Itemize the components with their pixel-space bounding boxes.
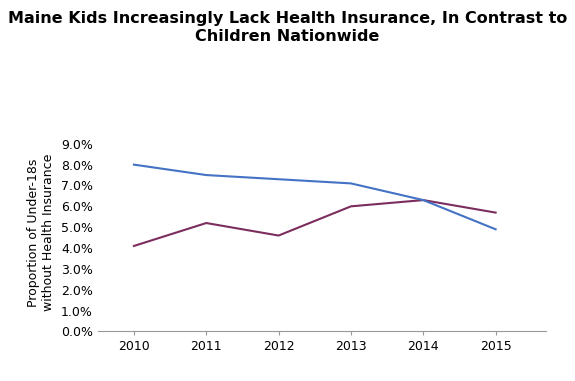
United States — [347, 181, 354, 186]
United States — [275, 177, 282, 181]
Y-axis label: Proportion of Under-18s
without Health Insurance: Proportion of Under-18s without Health I… — [28, 154, 55, 311]
Line: United States: United States — [134, 165, 496, 229]
Maine — [275, 233, 282, 238]
Maine — [420, 198, 427, 202]
Text: Maine Kids Increasingly Lack Health Insurance, In Contrast to
Children Nationwid: Maine Kids Increasingly Lack Health Insu… — [8, 11, 567, 44]
Line: Maine: Maine — [134, 200, 496, 246]
Maine — [492, 210, 499, 215]
Maine — [347, 204, 354, 209]
United States — [492, 227, 499, 232]
Maine — [131, 244, 137, 248]
Maine — [203, 221, 210, 225]
United States — [203, 173, 210, 177]
United States — [131, 162, 137, 167]
United States — [420, 198, 427, 202]
